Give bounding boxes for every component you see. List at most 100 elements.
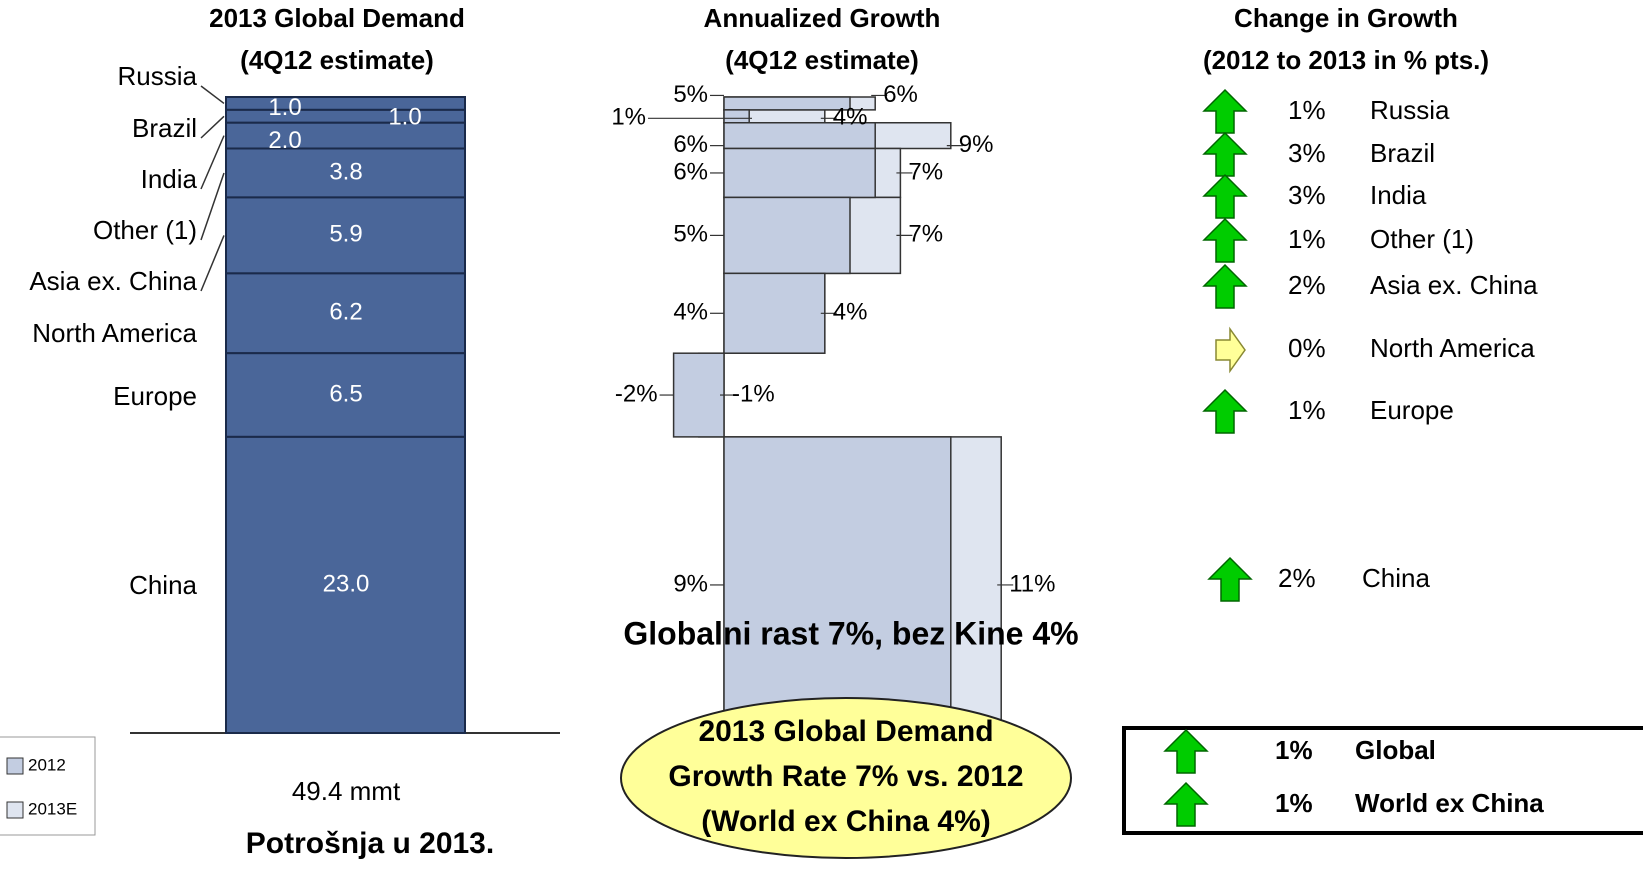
total-category: World ex China bbox=[1355, 788, 1544, 818]
arrow bbox=[1202, 263, 1248, 309]
segment bbox=[225, 96, 466, 111]
value-label: -1% bbox=[732, 380, 775, 407]
value-label: -2% bbox=[615, 380, 658, 407]
legend-label: 2013E bbox=[28, 799, 77, 818]
total-value: 1% bbox=[1275, 735, 1313, 765]
value-label: 5% bbox=[673, 81, 708, 108]
category-label: Asia ex. China bbox=[29, 266, 197, 296]
value-label: 1% bbox=[611, 104, 646, 131]
value-label: 6.2 bbox=[329, 299, 362, 326]
category-label: Europe bbox=[113, 381, 197, 411]
value-label: 1.0 bbox=[388, 104, 421, 131]
callout-text: (World ex China 4%) bbox=[701, 805, 990, 838]
bar bbox=[723, 147, 876, 199]
bar bbox=[672, 352, 725, 438]
change-value: 3% bbox=[1288, 180, 1326, 210]
callout-text: Growth Rate 7% vs. 2012 bbox=[668, 760, 1023, 793]
segment bbox=[225, 196, 466, 275]
segment bbox=[225, 435, 466, 734]
arrow bbox=[1215, 326, 1246, 374]
change-value: 3% bbox=[1288, 138, 1326, 168]
bar bbox=[723, 436, 952, 734]
callout-text: 2013 Global Demand bbox=[698, 715, 993, 748]
value-label: 4% bbox=[833, 104, 868, 131]
category-label: China bbox=[129, 570, 197, 600]
value-label: 9% bbox=[959, 131, 994, 158]
bar bbox=[723, 196, 851, 275]
value-label: 11% bbox=[1009, 570, 1055, 597]
change-category: Europe bbox=[1370, 395, 1454, 425]
leader-line bbox=[200, 172, 225, 241]
legend-label: 2012 bbox=[28, 755, 66, 774]
annotation: Globalni rast 7%, bez Kine 4% bbox=[623, 615, 1078, 651]
value-label: 7% bbox=[908, 221, 943, 248]
change-value: 1% bbox=[1288, 95, 1326, 125]
change-value: 2% bbox=[1288, 270, 1326, 300]
segment bbox=[225, 121, 466, 150]
leader-line bbox=[200, 85, 225, 105]
value-label: 4% bbox=[673, 299, 708, 326]
change-category: Other (1) bbox=[1370, 224, 1474, 254]
arrow bbox=[1202, 388, 1248, 434]
value-label: 5% bbox=[673, 221, 708, 248]
arrow bbox=[1202, 217, 1248, 263]
arrow bbox=[1202, 88, 1248, 134]
value-label: 9% bbox=[673, 570, 708, 597]
total-value: 1% bbox=[1275, 788, 1313, 818]
change-value: 2% bbox=[1278, 563, 1316, 593]
bar bbox=[723, 96, 851, 111]
title: 2013 Global Demand bbox=[209, 3, 465, 33]
value-label: 6% bbox=[673, 131, 708, 158]
change-category: Brazil bbox=[1370, 138, 1435, 168]
arrow bbox=[1163, 781, 1209, 827]
value-label: 6.5 bbox=[329, 380, 362, 407]
segment bbox=[225, 108, 466, 124]
segment bbox=[225, 352, 466, 438]
leader-line bbox=[200, 115, 225, 139]
total-category: Global bbox=[1355, 735, 1436, 765]
value-label: 3.8 bbox=[329, 158, 362, 185]
value-label: 7% bbox=[908, 158, 943, 185]
category-label: Russia bbox=[118, 61, 198, 91]
legend-swatch bbox=[6, 801, 24, 819]
subtitle: (4Q12 estimate) bbox=[240, 45, 434, 75]
caption: Potrošnja u 2013. bbox=[246, 827, 494, 860]
title: Change in Growth bbox=[1234, 3, 1458, 33]
change-category: Asia ex. China bbox=[1370, 270, 1538, 300]
category-label: North America bbox=[32, 318, 197, 348]
leader-line bbox=[200, 135, 225, 190]
bar bbox=[723, 272, 826, 354]
change-category: North America bbox=[1370, 333, 1535, 363]
legend-box bbox=[0, 736, 96, 836]
change-value: 1% bbox=[1288, 395, 1326, 425]
category-label: India bbox=[141, 164, 198, 194]
bar bbox=[723, 109, 750, 124]
legend-swatch bbox=[6, 757, 24, 775]
value-label: 1.0 bbox=[268, 94, 301, 121]
leader-line bbox=[200, 235, 225, 292]
value-label: 2.0 bbox=[268, 127, 301, 154]
callout-ellipse bbox=[620, 697, 1072, 859]
change-category: Russia bbox=[1370, 95, 1450, 125]
change-category: India bbox=[1370, 180, 1427, 210]
value-label: 6% bbox=[673, 158, 708, 185]
subtitle: (2012 to 2013 in % pts.) bbox=[1203, 45, 1489, 75]
value-label: 6% bbox=[883, 81, 918, 108]
category-label: Brazil bbox=[132, 113, 197, 143]
title: Annualized Growth bbox=[704, 3, 941, 33]
totals-box bbox=[1122, 726, 1643, 835]
change-value: 0% bbox=[1288, 333, 1326, 363]
arrow bbox=[1202, 131, 1248, 177]
subtitle: (4Q12 estimate) bbox=[725, 45, 919, 75]
value-label: 5.9 bbox=[329, 221, 362, 248]
change-value: 1% bbox=[1288, 224, 1326, 254]
value-label: 4% bbox=[833, 299, 868, 326]
arrow bbox=[1202, 173, 1248, 219]
value-label: 23.0 bbox=[323, 570, 370, 597]
arrow bbox=[1207, 556, 1253, 602]
arrow bbox=[1163, 728, 1209, 774]
change-category: China bbox=[1362, 563, 1430, 593]
category-label: Other (1) bbox=[93, 215, 197, 245]
